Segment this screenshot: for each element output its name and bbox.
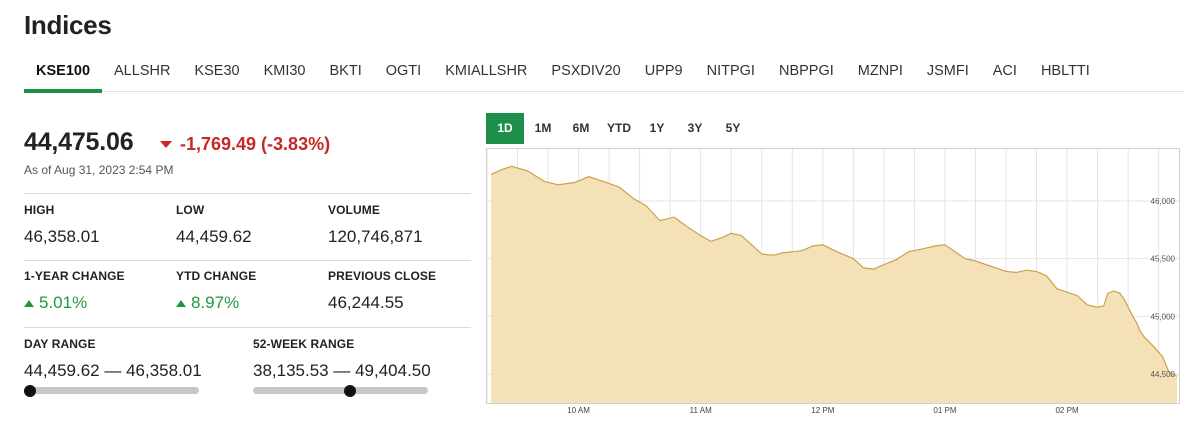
period-3y[interactable]: 3Y xyxy=(687,121,703,135)
tab-nbppgi[interactable]: NBPPGI xyxy=(778,63,834,79)
tab-nitpgi[interactable]: NITPGI xyxy=(706,63,755,79)
volume-value: 120,746,871 xyxy=(328,227,423,246)
price-area xyxy=(491,166,1178,403)
tab-bkti[interactable]: BKTI xyxy=(329,63,362,79)
day-range-marker xyxy=(24,384,36,397)
tab-hbltti[interactable]: HBLTTI xyxy=(1040,63,1090,79)
one-year-change-value: 5.01% xyxy=(24,293,87,313)
down-arrow-icon xyxy=(160,141,172,148)
chart-area: 44,500 45,000 45,500 46,000 xyxy=(486,148,1180,404)
tab-psxdiv20[interactable]: PSXDIV20 xyxy=(551,63,621,79)
index-change: -1,769.49 (-3.83%) xyxy=(160,134,330,155)
ytd-change-text: 8.97% xyxy=(191,293,240,312)
52-week-range-marker xyxy=(344,384,357,397)
change-value: -1,769.49 (-3.83%) xyxy=(180,134,331,154)
tab-ogti[interactable]: OGTI xyxy=(385,63,422,79)
x-tick-label: 12 PM xyxy=(811,406,835,415)
low-label: LOW xyxy=(176,203,205,217)
period-ytd[interactable]: YTD xyxy=(607,121,631,135)
52-week-range-label: 52-WEEK RANGE xyxy=(253,337,355,351)
tab-aci[interactable]: ACI xyxy=(992,63,1017,79)
y-tick-label: 45,000 xyxy=(1151,312,1176,321)
previous-close-value: 46,244.55 xyxy=(328,293,404,312)
one-year-change-label: 1-YEAR CHANGE xyxy=(24,269,125,283)
chart-period-selector: 1D 1M 6M YTD 1Y 3Y 5Y xyxy=(486,113,752,144)
tab-kmi30[interactable]: KMI30 xyxy=(263,63,306,79)
tab-mznpi[interactable]: MZNPI xyxy=(857,63,903,79)
divider xyxy=(24,327,471,328)
index-tabs: KSE100 ALLSHR KSE30 KMI30 BKTI OGTI KMIALLSHR P… xyxy=(24,52,1184,93)
divider xyxy=(24,260,471,261)
day-range-value: 44,459.62 — 46,358.01 xyxy=(24,361,202,380)
page-title: Indices xyxy=(24,10,112,40)
up-arrow-icon xyxy=(24,299,34,307)
high-label: HIGH xyxy=(24,203,55,217)
low-value: 44,459.62 xyxy=(176,227,252,246)
one-year-change-text: 5.01% xyxy=(39,293,88,312)
y-tick-label: 46,000 xyxy=(1151,197,1176,206)
tab-kse30[interactable]: KSE30 xyxy=(194,63,240,79)
period-5y[interactable]: 5Y xyxy=(725,121,741,135)
tab-upp9[interactable]: UPP9 xyxy=(644,63,683,79)
ytd-change-value: 8.97% xyxy=(176,293,239,313)
x-tick-label: 10 AM xyxy=(567,406,590,415)
divider xyxy=(24,193,471,194)
x-tick-label: 11 AM xyxy=(689,406,712,415)
52-week-range-value: 38,135.53 — 49,404.50 xyxy=(253,361,431,380)
y-tick-label: 44,500 xyxy=(1151,370,1176,379)
period-1y[interactable]: 1Y xyxy=(649,121,665,135)
up-arrow-icon xyxy=(176,299,186,307)
tab-jsmfi[interactable]: JSMFI xyxy=(926,63,969,79)
day-range-bar xyxy=(24,387,199,394)
day-range-label: DAY RANGE xyxy=(24,337,96,351)
tab-kse100[interactable]: KSE100 xyxy=(24,52,103,93)
y-tick-label: 45,500 xyxy=(1151,255,1176,264)
x-tick-label: 01 PM xyxy=(933,406,957,415)
previous-close-label: PREVIOUS CLOSE xyxy=(328,269,437,283)
52-week-range-bar xyxy=(253,387,428,394)
period-1d[interactable]: 1D xyxy=(486,113,524,144)
index-price: 44,475.06 xyxy=(24,128,134,156)
high-value: 46,358.01 xyxy=(24,227,100,246)
price-line xyxy=(490,165,1178,377)
intraday-chart: 44,500 45,000 45,500 46,000 xyxy=(487,149,1179,403)
as-of-timestamp: As of Aug 31, 2023 2:54 PM xyxy=(24,163,174,177)
tab-kmiallshr[interactable]: KMIALLSHR xyxy=(445,63,528,79)
period-6m[interactable]: 6M xyxy=(572,121,590,135)
x-tick-label: 02 PM xyxy=(1055,406,1079,415)
period-1m[interactable]: 1M xyxy=(534,121,552,135)
volume-label: VOLUME xyxy=(328,203,380,217)
tab-allshr[interactable]: ALLSHR xyxy=(114,63,171,79)
ytd-change-label: YTD CHANGE xyxy=(176,269,257,283)
